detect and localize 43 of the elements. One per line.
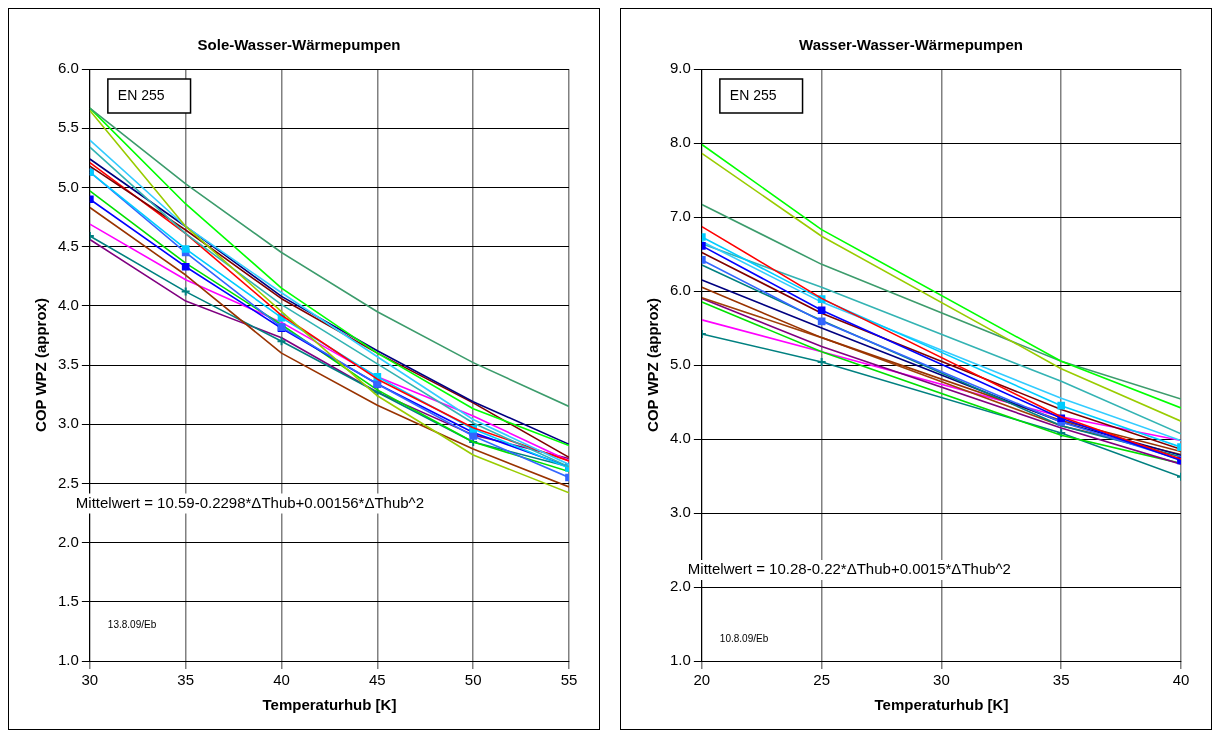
x-tick-label: 25 [813, 671, 830, 689]
x-tick-label: 20 [693, 671, 711, 689]
y-tick-label: 4.0 [669, 429, 691, 447]
y-tick-label: 5.0 [57, 177, 79, 195]
y-tick-label: 3.5 [57, 355, 79, 373]
y-tick-label: 1.0 [669, 651, 691, 669]
y-tick-label: 4.5 [57, 236, 79, 254]
chart-title: Wasser-Wasser-Wärmepumpen [799, 36, 1023, 54]
annotation: EN 255 [729, 86, 777, 103]
x-tick-label: 45 [369, 671, 386, 689]
annotation: 10.8.09/Eb [719, 632, 769, 644]
y-tick-label: 8.0 [669, 133, 691, 151]
y-tick-label: 2.0 [669, 577, 691, 595]
annotation: EN 255 [117, 86, 165, 103]
y-tick-label: 4.0 [57, 295, 79, 313]
x-tick-label: 35 [1052, 671, 1070, 689]
y-tick-label: 5.5 [57, 118, 79, 136]
x-tick-label: 40 [273, 671, 290, 689]
y-tick-label: 6.0 [57, 59, 79, 77]
y-tick-label: 7.0 [669, 207, 691, 225]
y-tick-label: 3.0 [57, 414, 79, 432]
annotation: Mittelwert = 10.59-0.2298*ΔThub+0.00156*ΔThub^2 [75, 493, 424, 511]
x-tick-label: 35 [177, 671, 195, 689]
annotation: Mittelwert = 10.28-0.22*ΔThub+0.0015*ΔThub^2 [687, 560, 1011, 578]
x-axis-title: Temperaturhub [K] [262, 696, 397, 714]
x-tick-label: 30 [81, 671, 99, 689]
x-tick-label: 50 [464, 671, 482, 689]
y-tick-label: 5.0 [669, 355, 691, 373]
y-tick-label: 9.0 [669, 59, 691, 77]
y-tick-label: 3.0 [669, 503, 691, 521]
x-axis-title: Temperaturhub [K] [874, 696, 1009, 714]
x-tick-label: 55 [560, 671, 578, 689]
x-tick-label: 30 [933, 671, 950, 689]
x-tick-label: 40 [1172, 671, 1190, 689]
y-tick-label: 6.0 [669, 281, 691, 299]
y-tick-label: 2.5 [57, 473, 79, 491]
y-axis-title: COP WPZ (approx) [32, 298, 50, 432]
y-axis-title: COP WPZ (approx) [644, 298, 662, 432]
y-tick-label: 2.0 [57, 532, 79, 550]
annotation: 13.8.09/Eb [107, 619, 157, 631]
y-tick-label: 1.0 [57, 651, 79, 669]
chart-title: Sole-Wasser-Wärmepumpen [197, 36, 401, 54]
y-tick-label: 1.5 [57, 591, 79, 609]
